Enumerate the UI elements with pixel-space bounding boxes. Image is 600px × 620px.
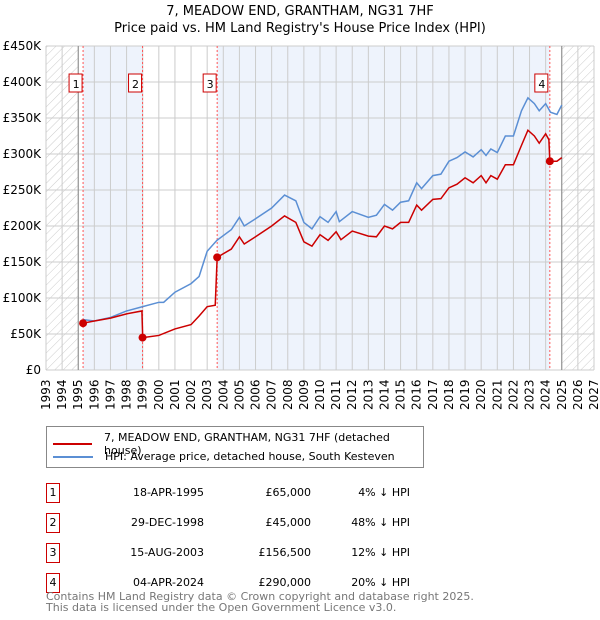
legend-hpi: HPI: Average price, detached house, Sout… [105, 450, 395, 463]
legend: 7, MEADOW END, GRANTHAM, NG31 7HF (detac… [46, 426, 424, 468]
sale-label-box [68, 73, 83, 93]
sale-price: £156,500 [258, 546, 312, 559]
sale-label-box [202, 73, 217, 93]
sale-point [79, 319, 88, 328]
x-tick-label: 2022 [506, 379, 520, 410]
sale-row: 1 18-APR-1995 £65,000 4% ↓ HPI [46, 483, 410, 503]
price-chart: £0 £50K £100K £150K £200K £250K £300K £350K £400… [3, 39, 600, 410]
x-tick-label: 2010 [313, 379, 327, 410]
footer-line-1: Contains HM Land Registry data © Crown c… [46, 590, 474, 603]
sale-date: 18-APR-1995 [132, 486, 204, 499]
y-tick-label: £0 [26, 363, 41, 377]
x-tick-label: 2004 [216, 379, 230, 410]
x-tick-label: 2027 [587, 379, 600, 410]
x-tick-label: 1999 [136, 379, 150, 410]
x-tick-label: 2002 [184, 379, 198, 410]
sale-number: 1 [46, 483, 60, 503]
sale-row: 3 15-AUG-2003 £156,500 12% ↓ HPI [46, 543, 410, 563]
x-tick-label: 2003 [200, 379, 214, 410]
series-line-hpi [82, 96, 563, 322]
sale-label: 1 [73, 78, 80, 91]
sale-label: 4 [538, 78, 545, 91]
x-tick-label: 2000 [152, 379, 166, 410]
sale-label-box [534, 73, 549, 93]
x-tick-label: 2019 [458, 379, 472, 410]
chart-title: 7, MEADOW END, GRANTHAM, NG31 7HF [166, 4, 434, 19]
sale-number: 3 [46, 543, 60, 563]
shade-band [217, 46, 550, 370]
x-tick-label: 2015 [394, 379, 408, 410]
x-tick-label: 2016 [410, 379, 424, 410]
chart-subtitle: Price paid vs. HM Land Registry's House … [114, 21, 486, 36]
footer: Contains HM Land Registry data © Crown c… [46, 591, 474, 613]
sale-hpi-diff: 4% ↓ HPI [358, 486, 410, 499]
sale-price: £65,000 [265, 486, 312, 499]
sale-row: 2 29-DEC-1998 £45,000 48% ↓ HPI [46, 513, 410, 533]
x-tick-label: 2018 [442, 379, 456, 410]
x-tick-label: 1997 [103, 379, 117, 410]
sale-point [213, 253, 222, 262]
x-tick-label: 2011 [329, 379, 343, 410]
sale-price: £290,000 [258, 576, 312, 589]
x-tick-label: 2021 [490, 379, 504, 410]
sale-label-box [128, 73, 143, 93]
x-tick-label: 2001 [168, 379, 182, 410]
x-tick-label: 1994 [55, 379, 69, 410]
legend-red-swatch [53, 443, 93, 445]
legend-property: 7, MEADOW END, GRANTHAM, NG31 7HF (detac… [104, 431, 390, 457]
sale-number: 2 [46, 513, 60, 533]
y-tick-label: £150K [3, 255, 43, 269]
x-tick-label: 2024 [539, 379, 553, 410]
sale-point [138, 333, 147, 342]
sale-date: 04-APR-2024 [132, 576, 204, 589]
sale-hpi-diff: 48% ↓ HPI [351, 516, 410, 529]
x-tick-label: 2026 [571, 379, 585, 410]
x-tick-label: 2007 [265, 379, 279, 410]
x-tick-label: 2025 [555, 379, 569, 410]
sale-price: £45,000 [265, 516, 312, 529]
x-tick-label: 2014 [377, 379, 391, 410]
y-tick-label: £300K [3, 147, 43, 161]
legend-blue-swatch [53, 455, 93, 458]
sale-point [545, 157, 554, 166]
sale-label: 2 [132, 78, 139, 91]
x-tick-label: 1996 [87, 379, 101, 410]
y-tick-label: £50K [10, 327, 42, 341]
footer-line-2: This data is licensed under the Open Gov… [46, 601, 397, 614]
x-tick-label: 2006 [249, 379, 263, 410]
y-tick-label: £250K [3, 183, 43, 197]
x-tick-label: 2020 [474, 379, 488, 410]
y-tick-label: £400K [3, 75, 43, 89]
sale-label: 3 [207, 78, 214, 91]
y-tick-label: £450K [3, 39, 43, 53]
x-tick-label: 2005 [232, 379, 246, 410]
sale-hpi-diff: 20% ↓ HPI [351, 576, 410, 589]
sale-date: 29-DEC-1998 [130, 516, 204, 529]
x-tick-label: 1995 [71, 379, 85, 410]
x-tick-label: 2023 [523, 379, 537, 410]
sale-row: 4 04-APR-2024 £290,000 20% ↓ HPI [46, 573, 410, 593]
sale-date: 15-AUG-2003 [130, 546, 204, 559]
x-tick-label: 1993 [39, 379, 53, 410]
x-tick-label: 2013 [361, 379, 375, 410]
sale-hpi-diff: 12% ↓ HPI [351, 546, 410, 559]
y-tick-label: £350K [3, 111, 43, 125]
x-tick-label: 1998 [120, 379, 134, 410]
x-tick-label: 2009 [297, 379, 311, 410]
x-tick-label: 2012 [345, 379, 359, 410]
x-tick-label: 2008 [281, 379, 295, 410]
x-tick-label: 2017 [426, 379, 440, 410]
series-line-property [82, 128, 563, 339]
y-tick-label: £100K [3, 291, 43, 305]
y-tick-label: £200K [3, 219, 43, 233]
sale-number: 4 [46, 573, 60, 593]
